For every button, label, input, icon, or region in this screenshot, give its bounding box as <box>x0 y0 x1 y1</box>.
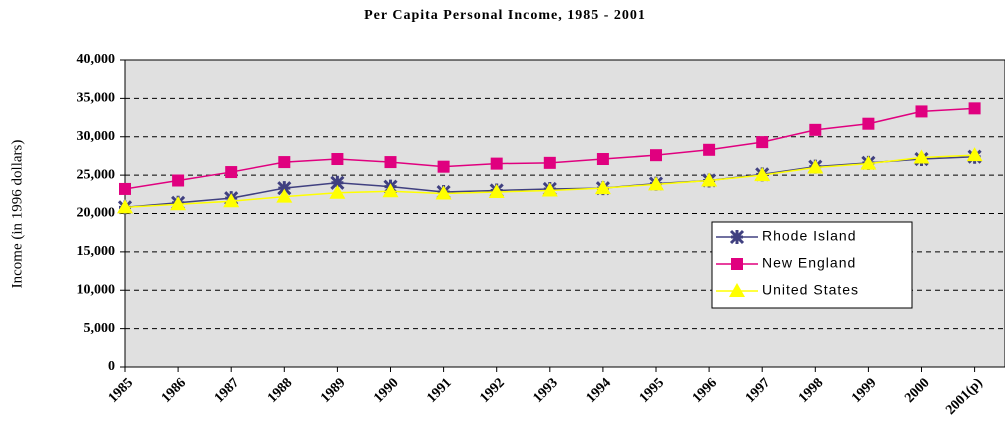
marker <box>862 117 875 130</box>
marker <box>807 159 824 174</box>
marker <box>382 183 399 198</box>
x-tick-label: 1994 <box>584 375 614 405</box>
marker <box>754 167 771 182</box>
y-tick-label: 5,000 <box>84 321 116 336</box>
marker <box>809 123 822 136</box>
y-tick-label: 25,000 <box>77 167 116 182</box>
x-tick-label: 1996 <box>690 375 720 405</box>
y-tick-label: 15,000 <box>77 244 116 259</box>
marker <box>729 283 745 297</box>
marker <box>701 172 718 187</box>
chart-title: Per Capita Personal Income, 1985 - 2001 <box>364 8 646 23</box>
marker <box>543 156 556 169</box>
marker <box>596 153 609 166</box>
x-tick-label: 1991 <box>424 375 454 405</box>
marker <box>966 147 983 162</box>
y-tick-label: 30,000 <box>77 129 116 144</box>
x-tick-label: 1989 <box>318 375 348 405</box>
x-tick-label: 1985 <box>106 375 136 405</box>
marker <box>490 157 503 170</box>
x-tick-label: 1993 <box>530 375 560 405</box>
marker <box>384 156 397 169</box>
x-tick-label: 1998 <box>796 375 826 405</box>
legend-label: United States <box>762 282 859 298</box>
marker <box>594 180 611 195</box>
marker <box>278 156 291 169</box>
x-tick-label: 1988 <box>265 375 295 405</box>
marker <box>915 105 928 118</box>
marker <box>729 229 745 245</box>
marker <box>541 182 558 197</box>
x-tick-label: 1992 <box>477 375 507 405</box>
x-tick-label: 1997 <box>743 375 773 405</box>
y-tick-label: 40,000 <box>77 52 116 67</box>
marker <box>437 160 450 173</box>
x-tick-label: 1990 <box>371 375 401 405</box>
x-tick-label: 2001(p) <box>943 375 986 418</box>
x-tick-label: 1987 <box>212 375 242 405</box>
marker <box>276 188 293 203</box>
marker <box>223 193 240 208</box>
marker <box>119 182 131 195</box>
marker <box>648 176 664 191</box>
x-tick-label: 1995 <box>637 375 667 405</box>
marker <box>756 136 769 149</box>
y-tick-label: 0 <box>108 359 115 374</box>
marker <box>435 185 452 200</box>
x-tick-label: 1999 <box>849 375 879 405</box>
marker <box>172 174 185 187</box>
marker <box>225 166 238 179</box>
marker <box>650 149 662 162</box>
marker <box>703 143 716 156</box>
legend-label: Rhode Island <box>762 228 857 244</box>
marker <box>329 184 346 199</box>
y-axis-label: Income (in 1996 dollars) <box>9 140 25 289</box>
marker <box>913 149 930 164</box>
marker <box>488 184 505 199</box>
y-tick-label: 35,000 <box>77 91 116 106</box>
marker <box>331 153 344 166</box>
marker <box>330 175 345 190</box>
marker <box>117 199 133 214</box>
marker <box>968 102 981 115</box>
marker <box>170 196 187 211</box>
legend-label: New England <box>762 255 856 271</box>
x-tick-label: 1986 <box>159 375 189 405</box>
marker <box>860 155 877 170</box>
y-tick-label: 10,000 <box>77 282 116 297</box>
y-tick-label: 20,000 <box>77 206 116 221</box>
x-tick-label: 2000 <box>902 375 932 405</box>
marker <box>731 258 743 270</box>
marker <box>277 181 292 196</box>
